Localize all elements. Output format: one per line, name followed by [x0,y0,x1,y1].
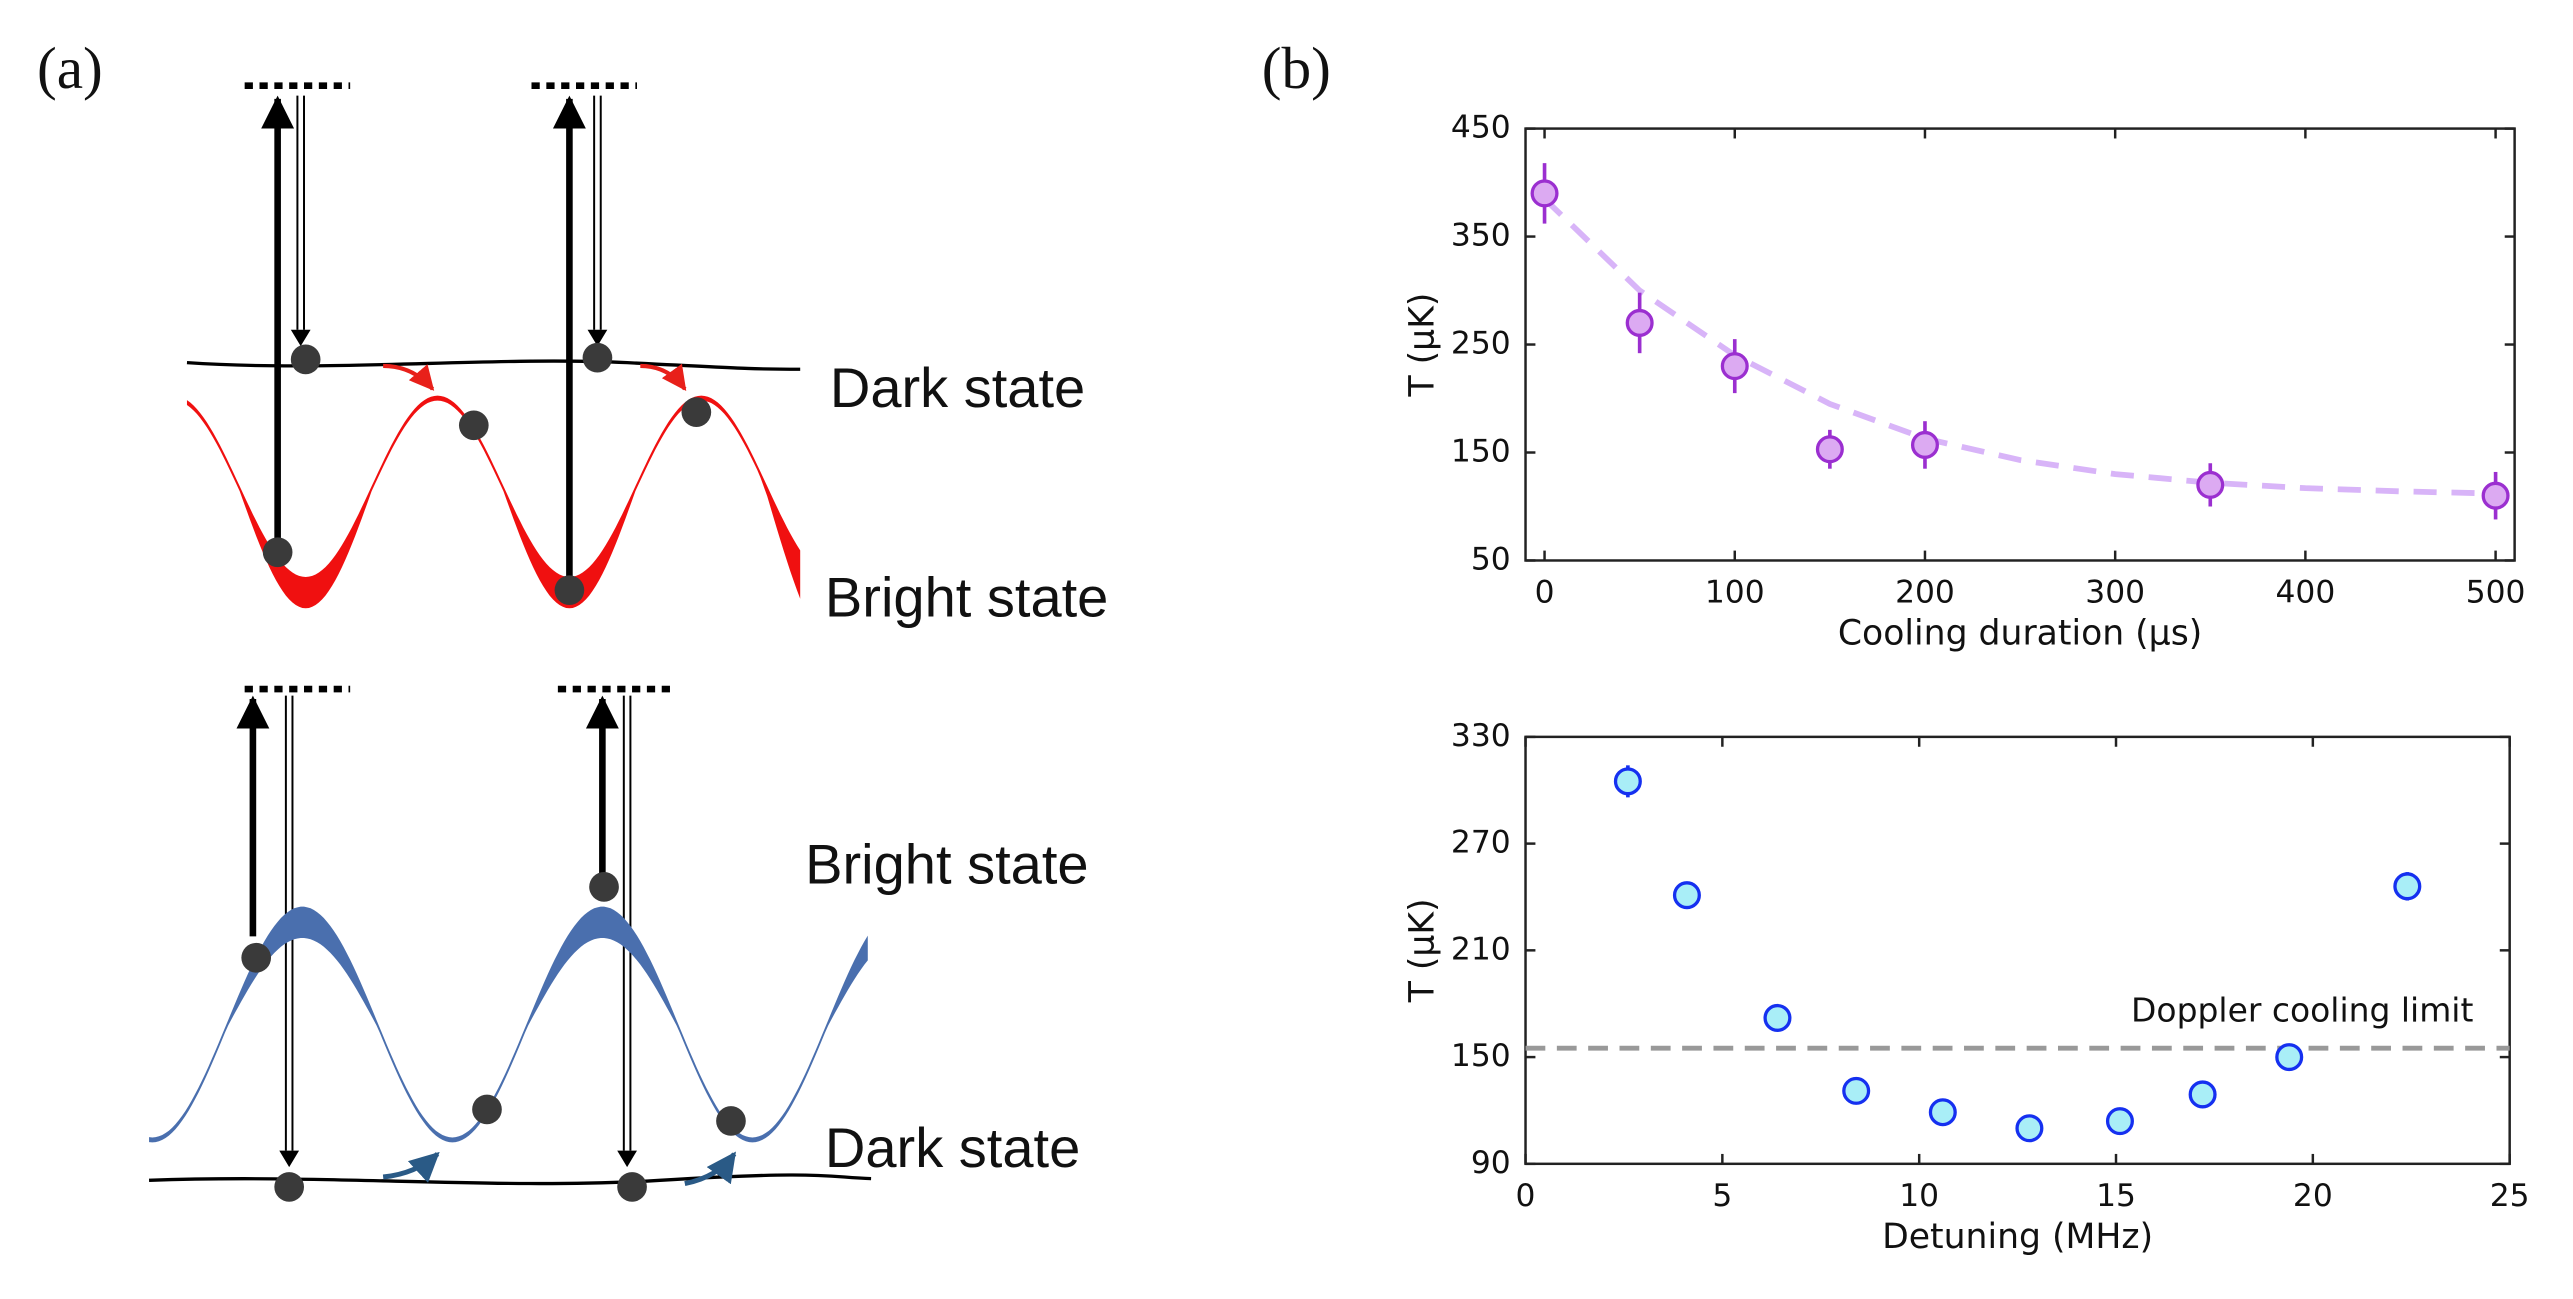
atom [716,1106,746,1136]
state-label: Dark state [830,356,1085,419]
potential-band [186,395,801,609]
decay-arrow [593,95,602,330]
state-label: Bright state [825,565,1108,628]
atom [290,344,321,375]
x-tick-label: 400 [2275,574,2335,610]
transfer-arrow [684,1151,737,1187]
panel-label: (b) [1262,35,1331,101]
transfer-arrow [382,1151,440,1183]
data-point [1672,881,1701,910]
atom [458,410,489,441]
data-point [1625,308,1654,337]
atom [472,1094,502,1125]
chart: 0 100 200 300 400 500 50 150 250 350 450 Cooling du… [1402,110,2525,654]
diagram: Dark state Bright state Bright state Dar… [148,82,1108,1202]
atom [262,537,293,568]
x-tick-label: 0 [1535,574,1555,610]
atom [554,575,585,605]
data-point [1763,1003,1792,1032]
transfer-arrow [383,363,435,391]
x-tick-label: 100 [1705,574,1765,610]
atom [274,1172,305,1202]
x-tick-label: 500 [2466,574,2526,610]
panel-label: (a) [37,35,103,101]
state-label: Dark state [825,1116,1080,1179]
fit-line [1542,196,2496,497]
x-tick-label: 5 [1712,1178,1732,1214]
data-point [2393,872,2422,901]
arrow-head [279,329,637,1168]
data-point [2015,1114,2044,1143]
y-tick-label: 150 [1451,1038,1511,1074]
y-tick-label: 210 [1451,931,1511,967]
atom [582,342,613,373]
data-point [2105,1107,2134,1136]
y-axis-label: T (μK) [1402,293,1442,398]
data-point [1815,435,1844,464]
x-tick-label: 20 [2293,1178,2333,1214]
decay-arrow [296,95,305,330]
potential-band [149,906,868,1143]
atom [617,1172,647,1202]
data-point [2196,470,2225,499]
y-tick-label: 270 [1451,825,1511,861]
y-axis-label: T (μK) [1402,898,1442,1003]
atom [681,397,712,427]
y-tick-label: 450 [1451,110,1511,146]
data-point [1720,352,1749,381]
y-tick-label: 350 [1451,218,1511,254]
state-label: Bright state [805,833,1088,896]
x-tick-label: 25 [2490,1178,2530,1214]
x-tick-label: 10 [1899,1178,1939,1214]
x-tick-label: 300 [2085,574,2145,610]
data-point [1530,179,1559,208]
data-point [1928,1098,1957,1127]
chart: 0 5 10 15 20 25 90 150 210 270 330 Detuning (MHz) T … [1402,718,2529,1257]
y-tick-label: 90 [1471,1145,1511,1181]
x-tick-label: 15 [2096,1178,2136,1214]
data-point [2481,481,2510,510]
data-point [2275,1043,2304,1072]
dark-state-line [148,1173,872,1186]
reference-label: Doppler cooling limit [2131,990,2473,1029]
data-point [2188,1080,2217,1109]
x-axis-label: Detuning (MHz) [1882,1217,2153,1257]
data-point [1842,1076,1871,1105]
atom [589,872,619,902]
x-tick-label: 200 [1895,574,1955,610]
x-axis-label: Cooling duration (μs) [1838,614,2202,654]
plot-frame [1524,127,2516,562]
atom [241,942,272,973]
data-point [1613,767,1642,796]
y-tick-label: 330 [1451,718,1511,754]
y-tick-label: 150 [1451,434,1511,470]
plot-frame [1524,735,2511,1166]
y-tick-label: 250 [1451,326,1511,362]
x-tick-label: 0 [1516,1178,1536,1214]
y-tick-label: 50 [1471,541,1511,577]
transfer-arrow [640,363,687,392]
data-point [1910,430,1939,459]
